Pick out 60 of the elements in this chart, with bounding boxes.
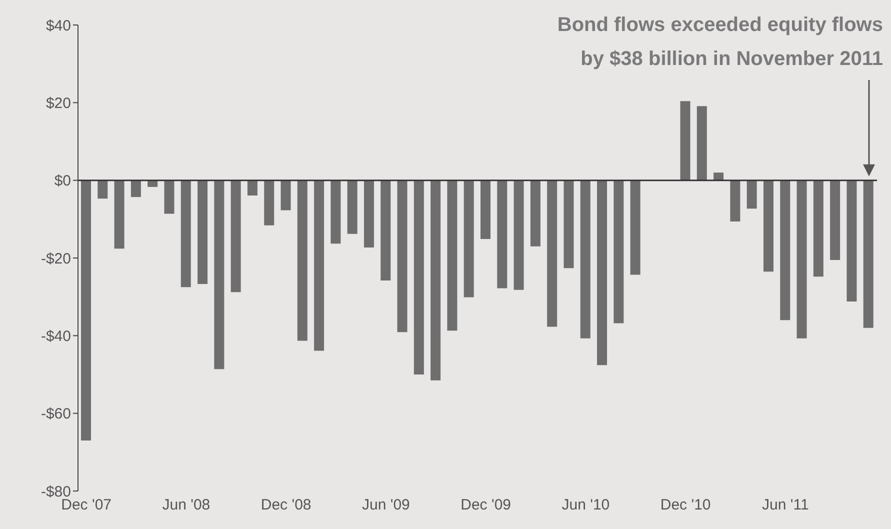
x-tick-label: Jun '11: [762, 496, 809, 514]
bar: [447, 180, 458, 331]
x-tick-label: Dec '10: [660, 496, 711, 514]
bar: [580, 180, 590, 338]
bar: [264, 180, 274, 226]
bar: [696, 106, 707, 180]
bar: [230, 180, 241, 292]
bar: [497, 180, 508, 288]
y-tick-label: $20: [46, 94, 71, 112]
bar: [547, 180, 558, 327]
y-tick-label: $40: [46, 17, 71, 34]
bar: [730, 180, 740, 222]
y-tick-label: -$60: [40, 406, 71, 423]
bar: [148, 180, 158, 187]
bar: [514, 180, 524, 290]
y-tick-label: $0: [54, 172, 71, 190]
bar: [114, 180, 124, 249]
x-tick-label: Dec '08: [260, 496, 312, 514]
x-tick-label: Dec '09: [460, 496, 512, 514]
bar: [480, 180, 490, 239]
bar: [297, 180, 308, 341]
bar: [81, 180, 91, 441]
y-tick-label: -$20: [40, 250, 71, 268]
bar: [780, 180, 790, 320]
bar: [330, 180, 341, 244]
y-tick-label: -$40: [40, 328, 71, 345]
bar: [180, 180, 191, 288]
bar: [830, 180, 840, 260]
bar: [614, 180, 624, 324]
bar: [347, 180, 358, 234]
bar: [564, 180, 574, 268]
bar: [164, 180, 174, 214]
bar: [796, 180, 807, 338]
x-tick-label: Jun '08: [162, 496, 210, 514]
bar: [746, 180, 757, 209]
annotation: Bond flows exceeded equity flows by $38 billion in November 2011: [557, 13, 883, 72]
bar: [846, 180, 857, 302]
x-tick-label: Jun '10: [562, 496, 610, 514]
bar: [863, 180, 874, 328]
bar: [464, 180, 474, 298]
bar: [414, 180, 424, 374]
bar: [813, 180, 824, 277]
x-tick-label: Jun '09: [362, 496, 410, 514]
bar: [714, 172, 724, 180]
bar: [247, 180, 258, 196]
bar: [130, 180, 141, 198]
bar: [630, 180, 640, 275]
bar: [98, 180, 108, 199]
bar: [397, 180, 408, 332]
bar: [214, 180, 224, 370]
bar: [280, 180, 291, 210]
bar: [597, 180, 608, 366]
bar: [364, 180, 374, 248]
bar: [198, 180, 208, 284]
bar: [430, 180, 441, 380]
bar: [380, 180, 391, 281]
bar: [314, 180, 324, 351]
bar: [530, 180, 540, 246]
bar: [680, 101, 690, 180]
bar: [763, 180, 774, 272]
